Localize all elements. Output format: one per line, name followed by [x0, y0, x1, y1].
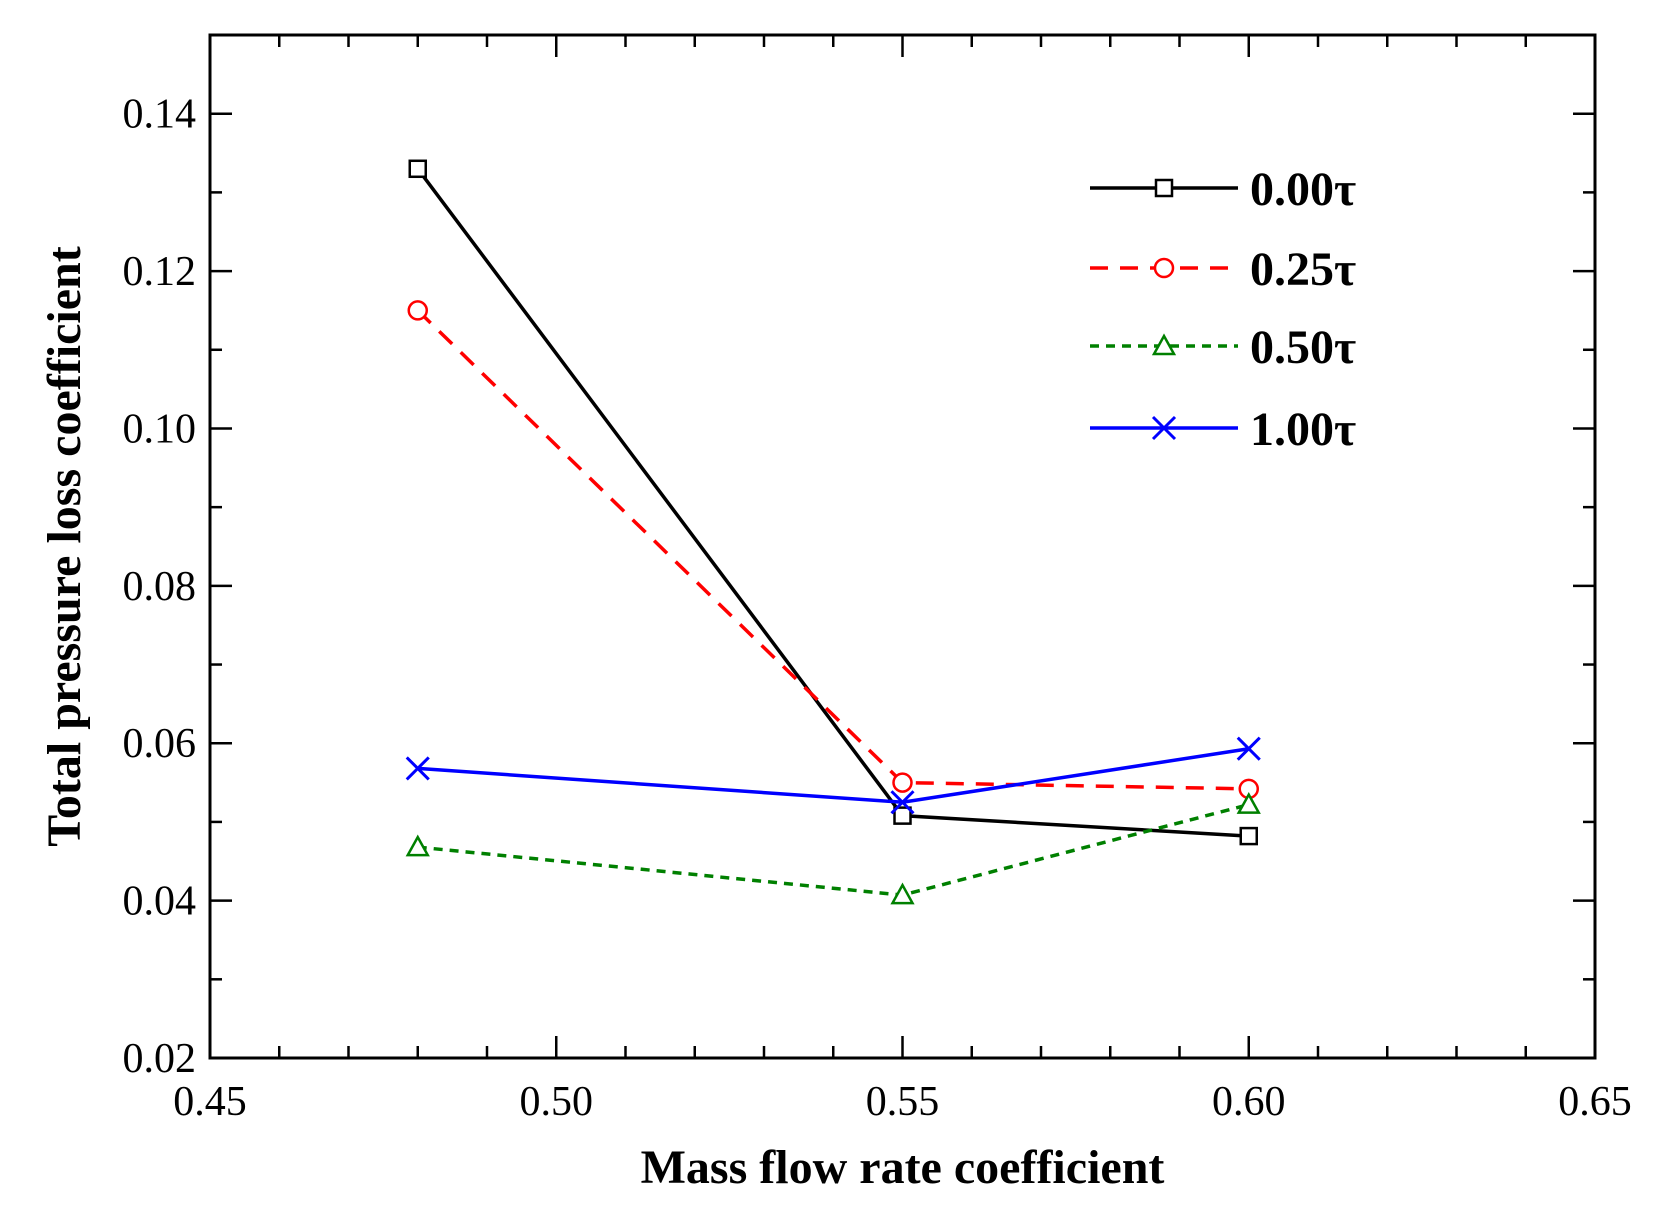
marker-stroke — [890, 790, 915, 815]
data-point — [405, 834, 430, 857]
legend-label: 1.00τ — [1250, 403, 1356, 456]
legend-marker — [1151, 415, 1177, 441]
data-point — [1236, 792, 1261, 814]
series-line — [416, 309, 1249, 791]
y-tick-label: 0.04 — [123, 879, 197, 925]
legend-item: 0.25τ — [1090, 243, 1356, 296]
data-point — [1239, 826, 1258, 846]
y-tick-label: 0.12 — [123, 249, 197, 295]
x-tick-label: 0.65 — [1558, 1079, 1632, 1125]
x-tick-label: 0.55 — [866, 1079, 940, 1125]
marker-stroke — [1236, 736, 1261, 761]
marker-stroke — [1151, 415, 1177, 441]
y-tick-label: 0.10 — [123, 406, 197, 452]
y-tick-label: 0.08 — [123, 564, 197, 610]
data-point — [893, 806, 912, 825]
legend-item: 0.00τ — [1090, 163, 1356, 216]
legend-item: 1.00τ — [1090, 403, 1356, 456]
series-2 — [405, 792, 1261, 905]
legend-label: 0.50τ — [1250, 321, 1356, 374]
data-point — [1236, 736, 1261, 761]
legend-label: 0.25τ — [1250, 243, 1356, 296]
y-axis-title: Total pressure loss coefficient — [38, 246, 91, 846]
y-tick-label: 0.06 — [123, 721, 197, 767]
legend-marker — [1151, 333, 1177, 356]
y-tick-label: 0.02 — [123, 1036, 197, 1082]
data-point — [890, 790, 915, 815]
x-axis-title: Mass flow rate coefficient — [641, 1141, 1165, 1194]
legend-label: 0.00τ — [1250, 163, 1356, 216]
series-3 — [405, 736, 1261, 815]
data-point — [892, 772, 913, 793]
legend-marker — [1154, 178, 1174, 198]
series-0 — [408, 159, 1258, 846]
x-tick-label: 0.50 — [520, 1079, 594, 1125]
y-tick-label: 0.14 — [123, 92, 197, 138]
legend-item: 0.50τ — [1090, 321, 1356, 374]
marker-stroke — [405, 756, 430, 781]
data-point — [890, 882, 915, 905]
series-1 — [407, 300, 1259, 800]
x-tick-label: 0.60 — [1212, 1079, 1286, 1125]
legend-marker — [1153, 257, 1175, 279]
data-point — [408, 159, 427, 179]
plot-frame — [208, 33, 1597, 1060]
series-line — [417, 802, 1250, 897]
data-point — [405, 756, 430, 781]
series-line — [417, 747, 1250, 805]
data-point — [407, 300, 428, 321]
x-tick-label: 0.45 — [173, 1079, 247, 1125]
